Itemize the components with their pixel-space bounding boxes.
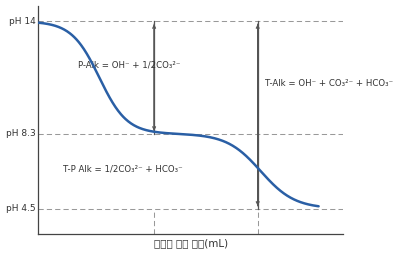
Text: pH 4.5: pH 4.5 — [6, 204, 35, 213]
X-axis label: 주입된 산의 부피(mL): 주입된 산의 부피(mL) — [154, 239, 228, 248]
Text: T-Alk = OH⁻ + CO₃²⁻ + HCO₃⁻: T-Alk = OH⁻ + CO₃²⁻ + HCO₃⁻ — [265, 79, 394, 88]
Text: T-P Alk = 1/2CO₃²⁻ + HCO₃⁻: T-P Alk = 1/2CO₃²⁻ + HCO₃⁻ — [63, 165, 182, 174]
Text: pH 8.3: pH 8.3 — [6, 129, 35, 138]
Text: P-Alk = OH⁻ + 1/2CO₃²⁻: P-Alk = OH⁻ + 1/2CO₃²⁻ — [78, 60, 180, 69]
Text: pH 14: pH 14 — [9, 17, 35, 26]
